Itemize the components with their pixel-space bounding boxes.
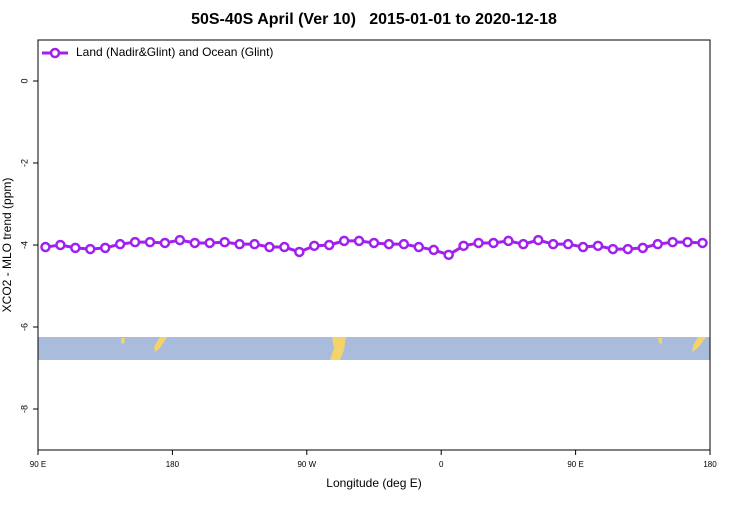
legend-marker	[49, 47, 61, 59]
data-point	[338, 235, 350, 247]
data-point	[473, 237, 484, 249]
data-point	[458, 240, 469, 252]
data-point	[219, 236, 230, 248]
data-point	[368, 237, 380, 249]
x-axis-label: Longitude (deg E)	[326, 476, 421, 490]
x-tick-label: 180	[703, 460, 717, 469]
data-point	[174, 234, 186, 246]
data-point	[189, 237, 201, 249]
data-point	[353, 235, 365, 247]
data-point	[144, 236, 156, 248]
data-point	[503, 235, 514, 247]
data-point	[682, 236, 693, 248]
chart-title: 50S-40S April (Ver 10) 2015-01-01 to 202…	[191, 11, 557, 28]
data-point	[40, 241, 51, 253]
data-point	[114, 238, 126, 250]
data-point	[697, 237, 708, 249]
data-point	[428, 244, 439, 256]
data-point	[652, 238, 663, 250]
x-tick-label: 90 E	[30, 460, 46, 469]
data-point	[443, 249, 454, 261]
data-point	[129, 236, 141, 248]
y-axis-label: XCO2 - MLO trend (ppm)	[0, 178, 14, 313]
data-point	[667, 236, 678, 248]
data-point	[294, 246, 305, 258]
y-tick-label: 0	[19, 78, 29, 83]
data-point	[309, 240, 320, 252]
data-point	[562, 238, 574, 250]
data-point	[323, 239, 335, 251]
y-tick-label: -8	[19, 405, 29, 413]
data-point	[637, 242, 649, 254]
data-point	[234, 238, 245, 250]
data-point	[592, 240, 604, 252]
y-tick-label: -6	[19, 323, 29, 331]
data-point	[547, 238, 559, 250]
data-point	[518, 238, 529, 250]
data-point	[264, 241, 275, 253]
x-tick-label: 90 E	[567, 460, 583, 469]
y-tick-label: -4	[19, 241, 29, 249]
data-point	[622, 243, 634, 255]
data-point	[55, 239, 66, 251]
data-point	[413, 241, 425, 253]
data-point	[398, 238, 410, 250]
data-point	[70, 242, 81, 254]
land-map-strip	[38, 337, 710, 360]
x-tick-label: 180	[166, 460, 180, 469]
x-tick-label: 90 W	[297, 460, 316, 469]
data-point	[577, 241, 589, 253]
y-tick-label: -2	[19, 159, 29, 167]
data-point	[159, 237, 171, 249]
x-tick-label: 0	[439, 460, 444, 469]
data-point	[204, 237, 215, 249]
data-point	[607, 243, 619, 255]
data-point	[488, 237, 499, 249]
data-point	[279, 241, 290, 253]
data-point	[249, 238, 260, 250]
data-point	[383, 238, 395, 250]
legend-label: Land (Nadir&Glint) and Ocean (Glint)	[76, 45, 273, 59]
data-point	[85, 243, 96, 255]
data-point	[99, 242, 111, 254]
data-point	[533, 234, 544, 246]
